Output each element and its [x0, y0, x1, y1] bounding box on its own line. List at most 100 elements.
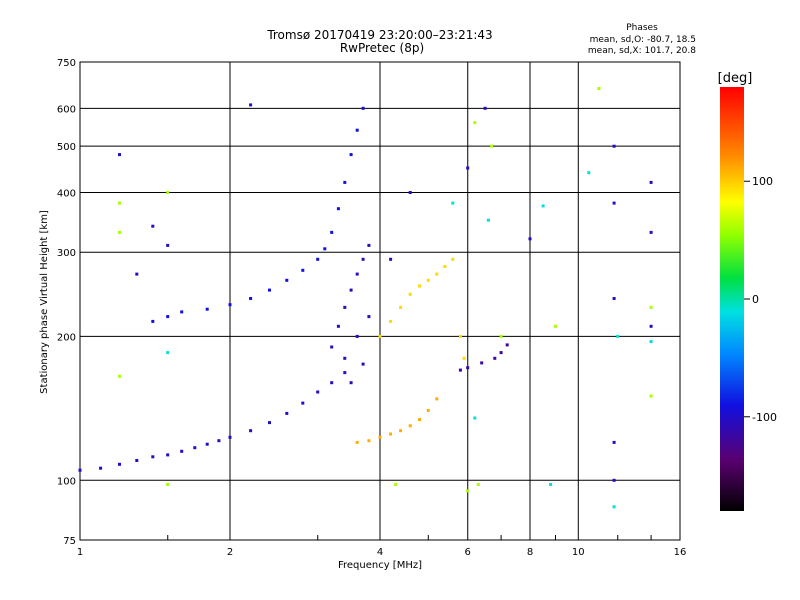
data-point — [505, 343, 509, 347]
x-tick-label: 8 — [527, 547, 533, 558]
data-point — [361, 362, 365, 366]
x-tick-label: 4 — [377, 547, 383, 558]
data-point — [151, 455, 155, 459]
y-tick-label: 600 — [57, 104, 76, 115]
data-point — [336, 324, 340, 328]
data-point — [399, 305, 403, 309]
data-point — [612, 440, 616, 444]
x-tick-label: 1 — [77, 547, 83, 558]
data-point — [408, 191, 412, 194]
data-point — [649, 305, 653, 309]
data-point — [451, 201, 455, 205]
y-tick-label: 750 — [57, 58, 76, 69]
data-point — [466, 166, 470, 170]
data-point — [166, 453, 170, 457]
data-point — [166, 243, 170, 247]
data-point — [649, 340, 653, 344]
data-point — [528, 237, 532, 241]
data-point — [378, 435, 382, 439]
data-point — [285, 278, 289, 282]
data-point — [649, 230, 653, 234]
x-tick-label: 16 — [674, 547, 687, 558]
data-point — [435, 272, 439, 276]
data-point — [118, 374, 121, 378]
data-point — [166, 315, 170, 319]
x-tick-label: 10 — [572, 547, 585, 558]
data-point — [316, 257, 320, 261]
y-tick-label: 200 — [57, 332, 76, 343]
data-point — [323, 247, 327, 251]
data-point — [493, 356, 497, 360]
y-tick-label: 75 — [63, 536, 76, 547]
data-point — [612, 297, 616, 300]
data-point — [612, 478, 616, 482]
data-point — [301, 268, 305, 272]
data-point — [205, 307, 209, 311]
data-point — [355, 272, 359, 276]
data-point — [612, 144, 616, 148]
chart-title: Tromsø 20170419 23:20:00–23:21:43 — [266, 28, 492, 42]
phase-info-x: mean, sd,X: 101.7, 20.8 — [588, 46, 696, 56]
data-point — [541, 204, 545, 208]
data-point — [166, 191, 170, 194]
data-point — [649, 394, 653, 398]
data-point — [616, 334, 620, 338]
data-point — [378, 334, 382, 338]
data-point — [118, 230, 121, 234]
data-point — [135, 459, 139, 462]
y-axis-ticks: 75 100 200 300 400 500 600 750 — [57, 58, 76, 547]
data-point — [343, 371, 347, 375]
data-point — [476, 483, 480, 486]
data-point — [343, 356, 347, 360]
data-points — [78, 87, 653, 509]
data-point — [135, 272, 139, 276]
data-point — [389, 257, 393, 261]
data-point — [228, 435, 232, 439]
data-point — [285, 411, 289, 415]
data-point — [451, 257, 455, 261]
data-point — [466, 366, 470, 370]
data-point — [649, 324, 653, 328]
data-point — [78, 468, 82, 472]
data-point — [166, 351, 170, 355]
colorbar-label: [deg] — [718, 71, 753, 86]
data-point — [612, 201, 616, 205]
data-point — [330, 345, 334, 349]
data-point — [483, 106, 487, 110]
data-point — [349, 288, 353, 292]
data-point — [361, 257, 365, 261]
data-point — [268, 288, 271, 292]
data-point — [499, 334, 503, 338]
data-point — [473, 416, 477, 420]
data-point — [367, 315, 371, 319]
data-point — [587, 171, 591, 175]
data-point — [355, 128, 359, 132]
data-point — [554, 324, 557, 328]
data-point — [418, 284, 421, 288]
data-point — [490, 144, 494, 148]
data-point — [166, 483, 170, 486]
data-point — [151, 224, 155, 228]
data-point — [458, 334, 462, 338]
data-point — [612, 505, 616, 509]
x-tick-label: 6 — [465, 547, 471, 558]
y-tick-label: 100 — [57, 476, 76, 487]
data-point — [435, 397, 439, 401]
data-point — [316, 390, 320, 394]
data-point — [118, 462, 121, 466]
data-point — [249, 429, 253, 433]
data-point — [193, 446, 197, 450]
data-point — [343, 305, 347, 309]
data-point — [473, 121, 477, 125]
data-point — [418, 418, 421, 421]
data-point — [408, 424, 412, 428]
data-point — [180, 310, 184, 314]
data-point — [649, 180, 653, 184]
data-point — [443, 265, 447, 268]
data-point — [228, 303, 232, 307]
data-point — [426, 408, 430, 412]
data-point — [343, 180, 347, 184]
data-point — [408, 292, 412, 296]
y-axis-label: Stationary phase Virtual Height [km] — [39, 210, 50, 394]
data-point — [249, 103, 253, 107]
